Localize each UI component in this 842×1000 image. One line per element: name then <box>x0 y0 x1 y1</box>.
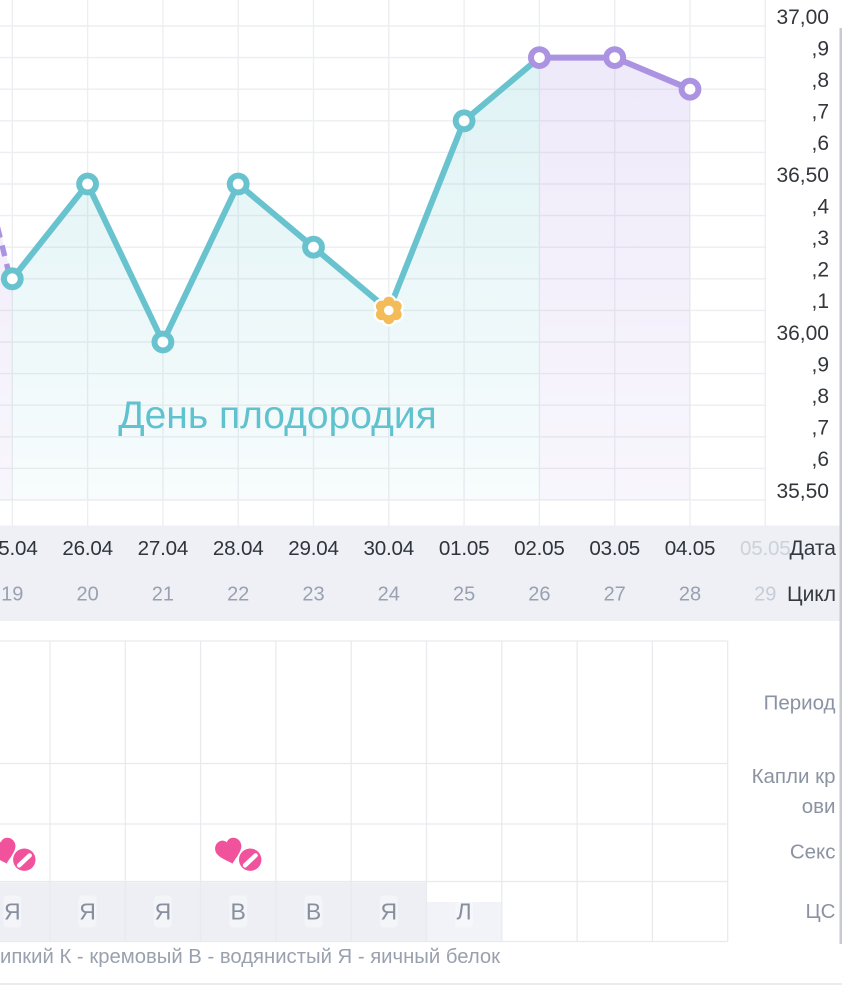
svg-text:,1: ,1 <box>811 290 829 313</box>
svg-text:,9: ,9 <box>811 353 829 376</box>
svg-text:22: 22 <box>227 584 249 606</box>
svg-text:ипкий К - кремовый В - водянис: ипкий К - кремовый В - водянистый Я - яи… <box>0 946 500 968</box>
svg-text:,9: ,9 <box>811 37 829 60</box>
svg-text:27: 27 <box>604 584 626 606</box>
svg-text:,6: ,6 <box>811 448 829 471</box>
svg-text:35,50: 35,50 <box>776 480 829 503</box>
svg-text:20: 20 <box>76 584 98 606</box>
svg-text:,7: ,7 <box>811 417 829 440</box>
svg-text:28: 28 <box>679 584 701 606</box>
svg-text:19: 19 <box>1 584 23 606</box>
svg-text:,2: ,2 <box>811 259 829 282</box>
svg-text:27.04: 27.04 <box>138 537 189 560</box>
svg-text:Капли кр: Капли кр <box>752 765 836 788</box>
svg-text:26: 26 <box>528 584 550 606</box>
svg-text:21: 21 <box>152 584 174 606</box>
svg-text:В: В <box>231 898 246 924</box>
svg-text:05.05: 05.05 <box>740 537 791 560</box>
svg-text:30.04: 30.04 <box>364 537 415 560</box>
svg-text:,6: ,6 <box>811 132 829 155</box>
svg-text:03.05: 03.05 <box>589 537 640 560</box>
svg-text:Период: Период <box>764 692 836 715</box>
svg-text:36,50: 36,50 <box>776 164 829 187</box>
svg-text:В: В <box>306 898 321 924</box>
svg-text:,8: ,8 <box>811 69 829 92</box>
svg-text:Секс: Секс <box>790 841 836 864</box>
svg-text:,4: ,4 <box>811 195 829 218</box>
svg-text:ови: ови <box>802 795 836 818</box>
svg-text:25.04: 25.04 <box>0 537 38 560</box>
svg-text:28.04: 28.04 <box>213 537 264 560</box>
svg-text:,7: ,7 <box>811 101 829 124</box>
svg-text:Дата: Дата <box>789 537 836 560</box>
svg-text:36,00: 36,00 <box>776 322 829 345</box>
svg-text:День плодородия: День плодородия <box>118 394 437 437</box>
svg-text:Я: Я <box>4 898 21 924</box>
svg-text:29.04: 29.04 <box>288 537 339 560</box>
svg-text:37,00: 37,00 <box>776 6 829 29</box>
svg-text:01.05: 01.05 <box>439 537 490 560</box>
svg-text:23: 23 <box>302 584 324 606</box>
svg-text:Цикл: Цикл <box>787 583 836 606</box>
svg-text:ЦС: ЦС <box>806 900 836 923</box>
svg-text:02.05: 02.05 <box>514 537 565 560</box>
svg-text:,3: ,3 <box>811 227 829 250</box>
svg-text:24: 24 <box>378 584 400 606</box>
svg-text:Я: Я <box>79 898 96 924</box>
svg-text:Я: Я <box>380 898 397 924</box>
svg-text:04.05: 04.05 <box>665 537 716 560</box>
svg-text:26.04: 26.04 <box>62 537 113 560</box>
svg-text:Я: Я <box>155 898 172 924</box>
svg-text:Л: Л <box>457 898 472 924</box>
svg-text:25: 25 <box>453 584 475 606</box>
svg-text:,8: ,8 <box>811 385 829 408</box>
svg-text:29: 29 <box>754 584 776 606</box>
